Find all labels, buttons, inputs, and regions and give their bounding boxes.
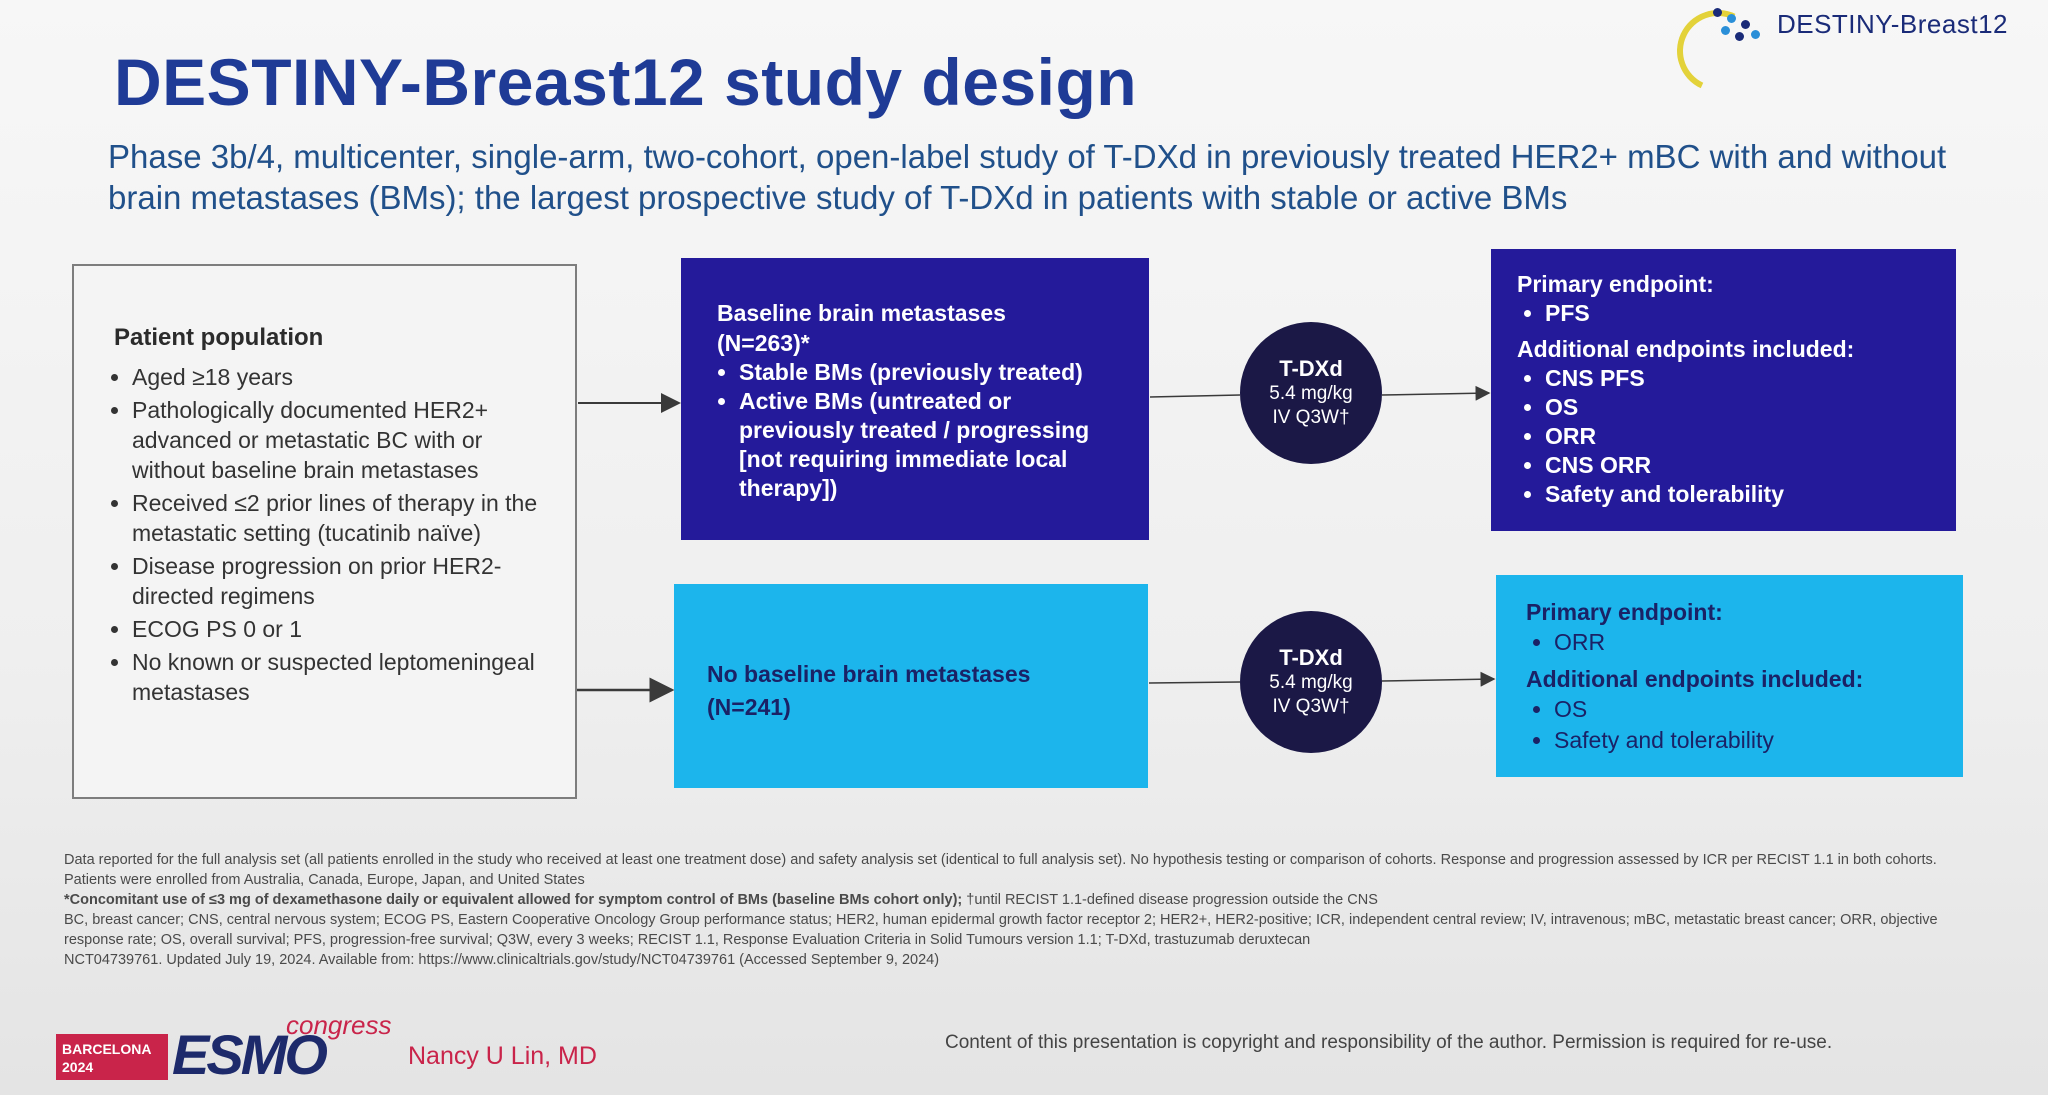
esmo-city: BARCELONA [62,1041,152,1057]
primary-endpoint-list: PFS [1517,299,1936,328]
cohort-baseline-bm-box: Baseline brain metastases (N=263)* Stabl… [681,258,1149,540]
footnote-reference: NCT04739761. Updated July 19, 2024. Avai… [64,952,940,968]
additional-endpoints-list: OS Safety and tolerability [1526,694,1943,756]
list-item: ORR [1545,422,1936,451]
treatment-circle-nobm: T-DXd 5.4 mg/kg IV Q3W† [1240,611,1382,753]
list-item: CNS PFS [1545,364,1936,393]
treatment-schedule: IV Q3W† [1272,407,1350,428]
list-item: Pathologically documented HER2+ advanced… [132,395,561,485]
cohort-nobm-heading: No baseline brain metastases [707,661,1031,687]
treatment-circle-bm: T-DXd 5.4 mg/kg IV Q3W† [1240,322,1382,464]
footnotes: Data reported for the full analysis set … [64,850,1984,970]
cohort-bm-list: Stable BMs (previously treated) Active B… [717,358,1119,503]
list-item: ORR [1554,627,1943,658]
treatment-dose: 5.4 mg/kg [1269,672,1353,693]
cohort-no-bm-box: No baseline brain metastases (N=241) [674,584,1148,788]
list-item: Stable BMs (previously treated) [739,358,1119,387]
footnote-symbols: *Concomitant use of ≤3 mg of dexamethaso… [64,890,1984,910]
cohort-bm-n: (N=263)* [717,330,810,356]
copyright-notice: Content of this presentation is copyrigh… [945,1032,1833,1053]
patient-population-box: Patient population Aged ≥18 years Pathol… [72,264,577,799]
treatment-drug: T-DXd [1279,356,1343,381]
population-list: Aged ≥18 years Pathologically documented… [114,362,561,707]
treatment-schedule: IV Q3W† [1272,696,1350,717]
slide-subtitle: Phase 3b/4, multicenter, single-arm, two… [108,138,1947,216]
endpoints-bm-box: Primary endpoint: PFS Additional endpoin… [1491,249,1956,531]
cohort-nobm-n: (N=241) [707,694,791,720]
list-item: Received ≤2 prior lines of therapy in th… [132,488,561,548]
additional-endpoints-list: CNS PFS OS ORR CNS ORR Safety and tolera… [1517,364,1936,509]
list-item: Active BMs (untreated or previously trea… [739,387,1119,503]
list-item: Aged ≥18 years [132,362,561,392]
list-item: Safety and tolerability [1554,725,1943,756]
destiny-logo-icon [1665,0,1771,104]
study-logo: DESTINY-Breast12 [1665,0,2008,104]
primary-endpoint-label: Primary endpoint: [1517,271,1714,297]
arrow-treatment-to-endpoints-nobm [1381,671,1496,687]
primary-endpoint-label: Primary endpoint: [1526,599,1723,625]
footnote-abbreviations: BC, breast cancer; CNS, central nervous … [64,912,1938,948]
esmo-city-badge: BARCELONA 2024 [56,1034,168,1080]
list-item: Safety and tolerability [1545,480,1936,509]
esmo-congress-word: congress [286,1010,392,1040]
footnote-until: †until RECIST 1.1-defined disease progre… [962,892,1378,908]
slide-title: DESTINY-Breast12 study design [114,45,1138,119]
treatment-dose: 5.4 mg/kg [1269,383,1353,404]
esmo-wordmark: ESMO [172,1023,328,1086]
list-item: Disease progression on prior HER2-direct… [132,551,561,611]
footnote-data: Data reported for the full analysis set … [64,852,1937,888]
footnote-concomitant: *Concomitant use of ≤3 mg of dexamethaso… [64,892,963,908]
arrow-nobm-to-treatment [1148,681,1241,684]
cohort-bm-heading: Baseline brain metastases [717,300,1006,326]
list-item: PFS [1545,299,1936,328]
list-item: OS [1545,393,1936,422]
logo-text: DESTINY-Breast12 [1776,8,2008,39]
presenter-name: Nancy U Lin, MD [408,1042,597,1070]
list-item: OS [1554,694,1943,725]
additional-endpoints-label: Additional endpoints included: [1517,336,1855,362]
endpoints-nobm-box: Primary endpoint: ORR Additional endpoin… [1496,575,1963,777]
list-item: No known or suspected leptomeningeal met… [132,647,561,707]
primary-endpoint-list: ORR [1526,627,1943,658]
population-heading: Patient population [114,324,324,351]
list-item: ECOG PS 0 or 1 [132,614,561,644]
esmo-year: 2024 [62,1059,94,1075]
esmo-congress-logo: BARCELONA 2024 ESMO congress [56,1010,401,1086]
treatment-drug: T-DXd [1279,645,1343,670]
arrow-bm-to-treatment [1149,394,1241,398]
arrow-treatment-to-endpoints-bm [1381,385,1491,401]
list-item: CNS ORR [1545,451,1936,480]
additional-endpoints-label: Additional endpoints included: [1526,666,1864,692]
